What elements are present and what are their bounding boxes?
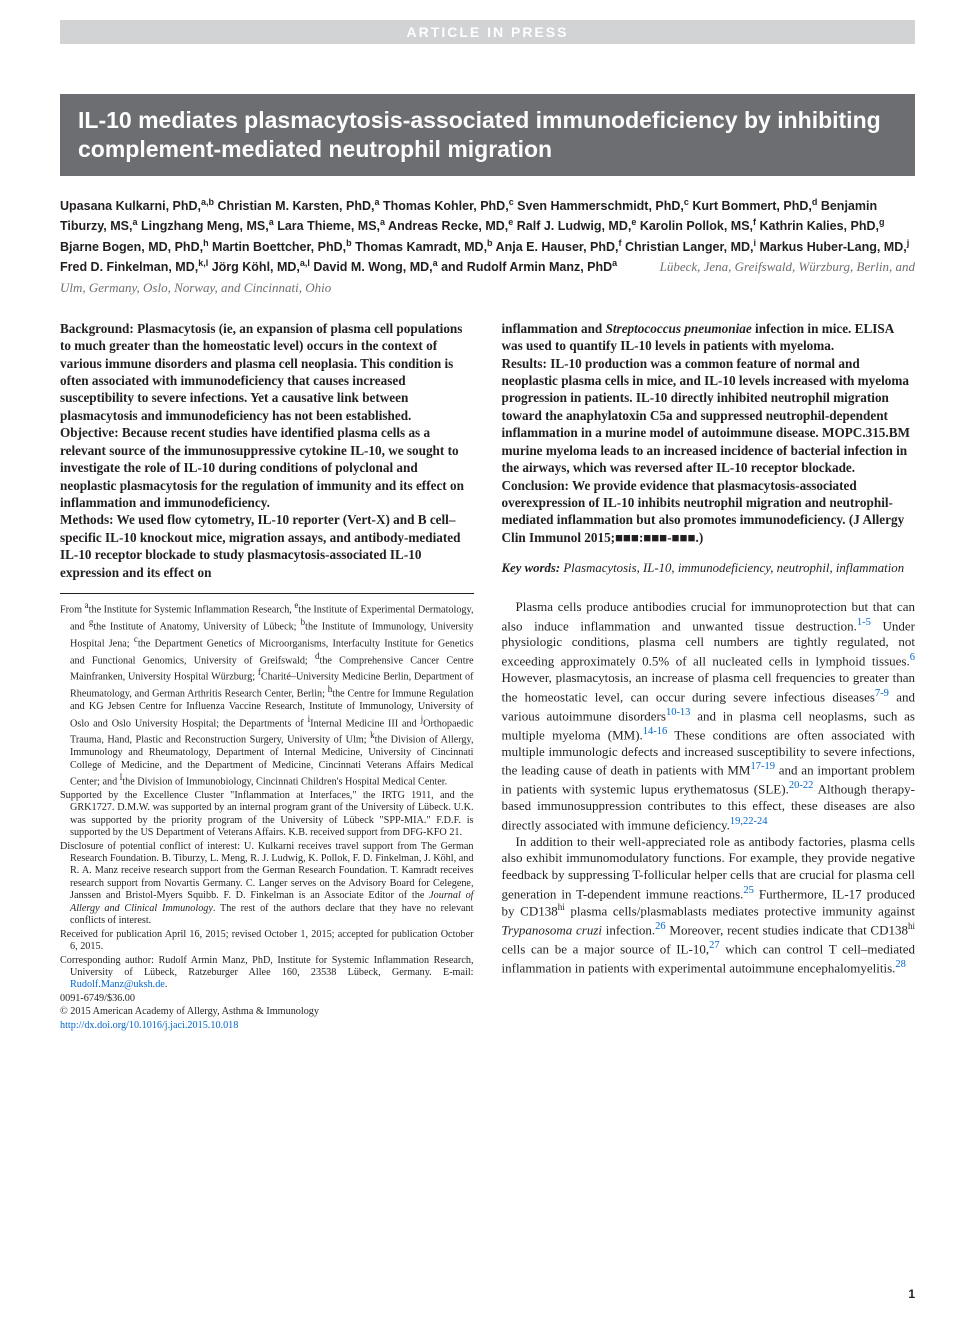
authors-block: Upasana Kulkarni, PhD,a,b Christian M. K… [60, 196, 915, 298]
body-paragraph-2: In addition to their well-appreciated ro… [502, 834, 916, 978]
keywords-block: Key words: Plasmacytosis, IL-10, immunod… [502, 560, 916, 577]
affiliation-cities-2: Ulm, Germany, Oslo, Norway, and Cincinna… [60, 278, 915, 298]
doi-link[interactable]: http://dx.doi.org/10.1016/j.jaci.2015.10… [60, 1020, 238, 1031]
keywords-label: Key words: [502, 561, 564, 575]
body-text: Plasma cells produce antibodies crucial … [502, 599, 916, 977]
footnote-supported: Supported by the Excellence Cluster "Inf… [60, 790, 474, 840]
page-number: 1 [908, 1287, 915, 1301]
affiliation-cities-1: Lübeck, Jena, Greifswald, Würzburg, Berl… [660, 257, 915, 277]
abstract-right: inflammation and Streptococcus pneumonia… [502, 320, 916, 546]
footnote-disclosure: Disclosure of potential conflict of inte… [60, 841, 474, 928]
article-title: IL-10 mediates plasmacytosis-associated … [60, 94, 915, 176]
footnote-corresponding: Corresponding author: Rudolf Armin Manz,… [60, 955, 474, 992]
footnote-from: From athe Institute for Systemic Inflamm… [60, 600, 474, 789]
article-status-banner: ARTICLE IN PRESS [60, 20, 915, 44]
footnote-issn: 0091-6749/$36.00 [60, 993, 474, 1005]
footnote-copyright: © 2015 American Academy of Allergy, Asth… [60, 1006, 474, 1018]
abstract-left: Background: Plasmacytosis (ie, an expans… [60, 320, 474, 581]
body-paragraph-1: Plasma cells produce antibodies crucial … [502, 599, 916, 834]
right-column: inflammation and Streptococcus pneumonia… [502, 320, 916, 1033]
footnote-received: Received for publication April 16, 2015;… [60, 929, 474, 954]
footnotes-block: From athe Institute for Systemic Inflamm… [60, 593, 474, 1032]
two-column-layout: Background: Plasmacytosis (ie, an expans… [60, 320, 915, 1033]
left-column: Background: Plasmacytosis (ie, an expans… [60, 320, 474, 1033]
footnote-doi[interactable]: http://dx.doi.org/10.1016/j.jaci.2015.10… [60, 1020, 474, 1032]
keywords-list: Plasmacytosis, IL-10, immunodeficiency, … [563, 561, 904, 575]
